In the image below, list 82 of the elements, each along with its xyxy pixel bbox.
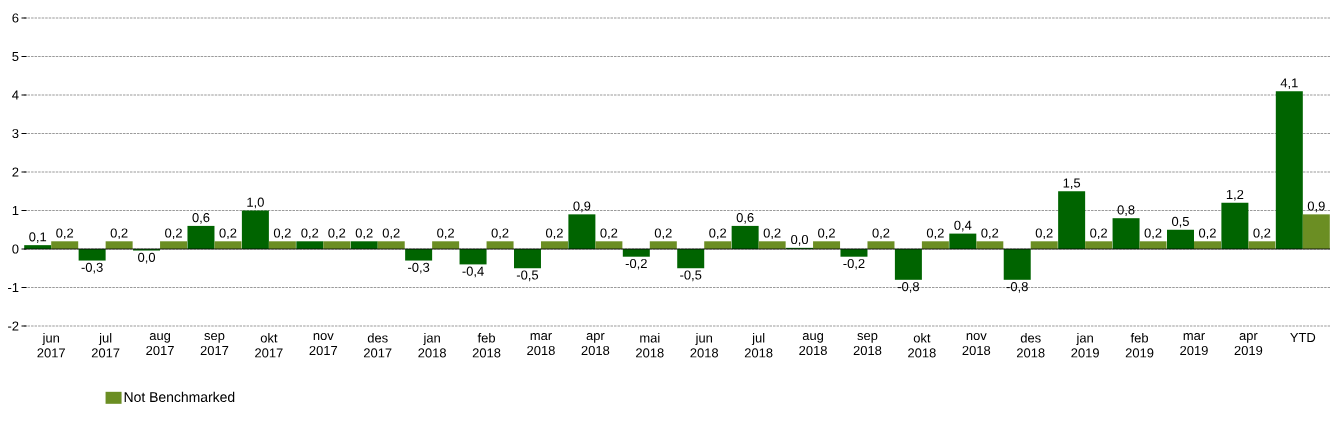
x-tick-label: mai 2018 xyxy=(636,333,664,358)
data-label: 0,2 xyxy=(328,228,346,240)
y-tick-label: -1 xyxy=(8,283,19,292)
data-label: 0,2 xyxy=(545,228,563,240)
data-label: 0,8 xyxy=(1117,205,1135,216)
x-tick-label: aug 2018 xyxy=(799,333,827,356)
x-tick-label: jan 2019 xyxy=(1071,333,1099,358)
data-label: 0,2 xyxy=(709,228,727,240)
data-label: 1,0 xyxy=(247,197,264,209)
x-tick-label: aug 2017 xyxy=(146,333,174,356)
x-tick-label: jan 2018 xyxy=(418,333,446,358)
x-tick-label: nov 2018 xyxy=(962,333,991,356)
data-label: -0,8 xyxy=(897,282,919,293)
x-tick-label: apr 2019 xyxy=(1234,333,1263,356)
x-tick-label: sep 2018 xyxy=(853,333,882,356)
data-label: 0,2 xyxy=(763,228,781,240)
data-label: 0,2 xyxy=(872,228,890,240)
x-tick-label: mar 2019 xyxy=(1180,333,1208,356)
x-tick-label: okt 2018 xyxy=(908,333,936,358)
data-label: 0,1 xyxy=(29,232,47,243)
data-label: 0,2 xyxy=(273,228,291,240)
x-tick-label: jul 2017 xyxy=(91,333,120,358)
data-label: 0,2 xyxy=(600,228,618,240)
y-tick-label: 0 xyxy=(12,244,19,254)
data-label: -0,2 xyxy=(843,258,865,270)
data-label: -0,8 xyxy=(1006,282,1028,293)
x-tick-label: jul 2018 xyxy=(744,333,773,358)
data-label: 0,6 xyxy=(736,213,754,224)
y-tick-label: 2 xyxy=(12,167,19,177)
data-label: 0,4 xyxy=(954,220,972,232)
data-label: 0,6 xyxy=(192,213,210,224)
x-tick-label: jun 2017 xyxy=(37,333,65,358)
data-label: 4,1 xyxy=(1280,78,1298,89)
y-tick-label: 3 xyxy=(12,128,19,139)
data-label: 0,9 xyxy=(573,201,591,213)
data-label: 0,2 xyxy=(818,228,835,240)
data-label: 0,0 xyxy=(138,252,156,264)
data-label: 0,2 xyxy=(56,228,74,240)
data-label: -0,3 xyxy=(408,262,430,274)
data-label: 0,9 xyxy=(1307,201,1325,213)
data-label: 0,2 xyxy=(1090,228,1107,240)
data-label: -0,2 xyxy=(625,258,647,270)
data-label: 0,2 xyxy=(654,228,672,240)
data-label: 0,5 xyxy=(1171,216,1189,228)
data-label: 0,0 xyxy=(791,234,809,246)
y-tick-label: -2 xyxy=(8,321,19,331)
data-label: 0,2 xyxy=(219,228,237,240)
x-tick-label: mar 2018 xyxy=(527,333,555,356)
x-tick-label: apr 2018 xyxy=(581,333,610,356)
x-tick-label: nov 2017 xyxy=(309,333,338,356)
data-label: 0,2 xyxy=(1198,228,1216,240)
data-label: 1,5 xyxy=(1063,178,1081,190)
data-label: 0,2 xyxy=(1035,228,1053,240)
x-tick-label: YTD xyxy=(1290,333,1316,342)
data-label: 0,2 xyxy=(355,228,373,240)
data-label: 0,2 xyxy=(1253,228,1271,240)
x-tick-label: jun 2018 xyxy=(690,333,719,358)
x-tick-label: des 2018 xyxy=(1016,333,1045,358)
y-tick-label: 6 xyxy=(12,13,19,23)
x-tick-label: des 2017 xyxy=(363,333,392,358)
data-label: 0,2 xyxy=(301,228,319,240)
data-label: 0,2 xyxy=(491,228,509,240)
x-tick-label: sep 2017 xyxy=(200,333,229,356)
x-tick-label: okt 2017 xyxy=(255,333,283,358)
legend-label: Not Benchmarked xyxy=(124,391,235,403)
data-label: -0,5 xyxy=(680,270,702,282)
x-tick-label: feb 2019 xyxy=(1125,333,1154,358)
y-tick-label: 1 xyxy=(12,206,19,215)
data-label: 0,2 xyxy=(981,228,999,240)
data-label: -0,5 xyxy=(516,270,539,282)
data-label: -0,3 xyxy=(81,262,103,274)
y-tick-label: 4 xyxy=(12,90,19,100)
y-tick-label: 5 xyxy=(12,51,19,62)
x-tick-label: feb 2018 xyxy=(472,333,501,358)
data-label: 0,2 xyxy=(165,228,182,240)
data-label: 0,2 xyxy=(382,228,400,240)
data-label: 0,2 xyxy=(437,228,454,240)
data-label: 1,2 xyxy=(1226,189,1244,201)
data-label: -0,4 xyxy=(462,266,484,278)
data-label: 0,2 xyxy=(110,228,128,240)
data-label: 0,2 xyxy=(1144,228,1162,240)
data-label: 0,2 xyxy=(926,228,944,240)
